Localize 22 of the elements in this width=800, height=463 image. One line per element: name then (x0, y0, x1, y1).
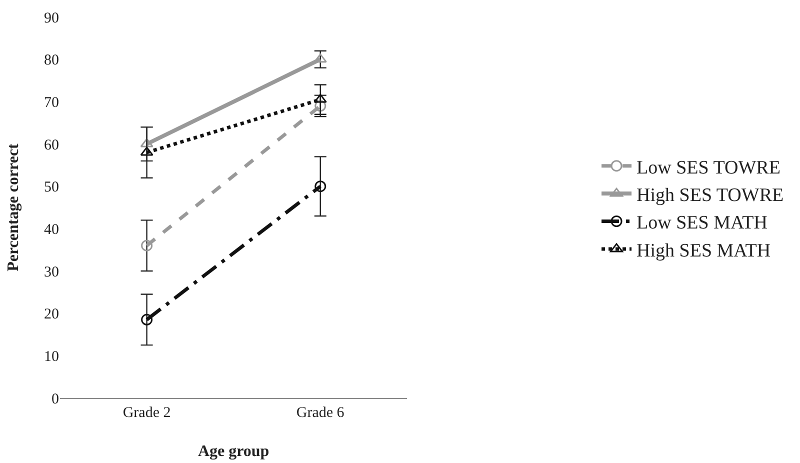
y-tick-label: 90 (44, 10, 59, 26)
legend-label: High SES MATH (636, 240, 771, 262)
point (314, 100, 326, 112)
y-tick-label: 40 (44, 222, 59, 238)
x-tick-label: Grade 2 (122, 405, 171, 421)
x-axis-title: Age group (198, 443, 270, 460)
y-tick-label: 70 (44, 94, 59, 111)
y-tick-label: 20 (44, 306, 59, 323)
y-tick-label: 0 (52, 391, 59, 408)
y-tick-label: 60 (44, 137, 59, 154)
point (314, 180, 326, 192)
legend-label: Low SES MATH (636, 212, 768, 234)
y-axis-title: Percentage correct (5, 142, 22, 272)
legend-label: High SES TOWRE (636, 184, 784, 206)
y-tick-label: 10 (44, 348, 59, 365)
point (141, 314, 153, 326)
y-tick-label: 80 (44, 52, 59, 69)
legend-label: Low SES TOWRE (636, 157, 780, 178)
x-tick-label: Grade 6 (296, 405, 345, 421)
y-tick-label: 50 (44, 180, 59, 196)
point (141, 240, 153, 252)
y-tick-label: 30 (44, 264, 59, 280)
